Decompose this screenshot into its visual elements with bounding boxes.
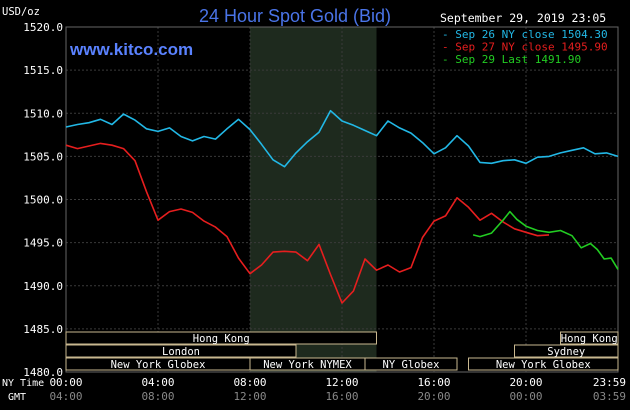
legend-entry: - Sep 26 NY close 1504.30 <box>442 28 608 41</box>
session-bar-box <box>65 344 297 358</box>
plot-frame <box>65 26 619 373</box>
y-tick-label: 1495.0 <box>23 237 63 250</box>
y-unit-label: USD/oz <box>2 6 40 18</box>
y-tick-label: 1510.0 <box>23 107 63 120</box>
y-tick-label: 1490.0 <box>23 280 63 293</box>
x-tick-label-ny: 04:00 <box>141 376 174 389</box>
x-tick-label-gmt: 03:59 <box>593 390 626 403</box>
chart-title: 24 Hour Spot Gold (Bid) <box>199 6 391 26</box>
session-label: London <box>162 346 200 358</box>
y-tick-label: 1505.0 <box>23 150 63 163</box>
y-tick-label: 1485.0 <box>23 323 63 336</box>
session-bar: Hong Kong <box>560 331 619 345</box>
x-tick-label-ny: 00:00 <box>49 376 82 389</box>
y-tick-label: 1515.0 <box>23 64 63 77</box>
x-tick-label-ny: 20:00 <box>509 376 542 389</box>
legend-entry: - Sep 27 NY close 1495.90 <box>442 41 608 54</box>
y-tick-label: 1480.0 <box>23 366 63 379</box>
session-label: Hong Kong <box>561 333 618 345</box>
x-tick-label-gmt: 12:00 <box>233 390 266 403</box>
session-label: New York Globex <box>496 359 591 371</box>
session-bar: New York Globex <box>468 357 619 371</box>
session-bar: Sydney <box>514 344 619 358</box>
series-line <box>472 210 619 270</box>
session-label: New York NYMEX <box>263 359 352 371</box>
session-bar: NY Globex <box>364 357 458 371</box>
y-tick-label: 1520.0 <box>23 21 63 34</box>
series-line <box>65 109 619 168</box>
session-bar-box <box>468 357 619 371</box>
session-bar: Hong Kong <box>65 331 377 345</box>
timestamp: September 29, 2019 23:05 <box>440 11 606 25</box>
session-bar-box <box>514 344 619 358</box>
ny-time-row-label: NY Time <box>2 378 44 389</box>
series-line <box>65 142 550 304</box>
x-tick-label-gmt: 16:00 <box>325 390 358 403</box>
y-tick-label: 1500.0 <box>23 194 63 207</box>
x-tick-label-ny: 16:00 <box>417 376 450 389</box>
x-tick-label-ny: 23:59 <box>593 376 626 389</box>
x-tick-label-gmt: 20:00 <box>417 390 450 403</box>
session-bar: New York Globex <box>65 357 251 371</box>
session-bar: London <box>65 344 297 358</box>
nymex-highlight-band <box>250 27 377 372</box>
watermark-url: www.kitco.com <box>69 40 193 59</box>
session-label: Hong Kong <box>193 333 250 345</box>
session-bar-box <box>65 331 377 345</box>
legend-entry: - Sep 29 Last 1491.90 <box>442 53 581 66</box>
session-label: NY Globex <box>383 359 440 371</box>
gmt-row-label: GMT <box>8 392 26 403</box>
session-label: New York Globex <box>111 359 206 371</box>
x-tick-label-gmt: 00:00 <box>509 390 542 403</box>
x-tick-label-gmt: 04:00 <box>49 390 82 403</box>
x-tick-label-ny: 12:00 <box>325 376 358 389</box>
x-tick-label-ny: 08:00 <box>233 376 266 389</box>
x-tick-label-gmt: 08:00 <box>141 390 174 403</box>
session-bar: New York NYMEX <box>249 357 366 371</box>
session-bar-box <box>560 331 619 345</box>
session-label: Sydney <box>547 346 585 358</box>
session-bar-box <box>364 357 458 371</box>
